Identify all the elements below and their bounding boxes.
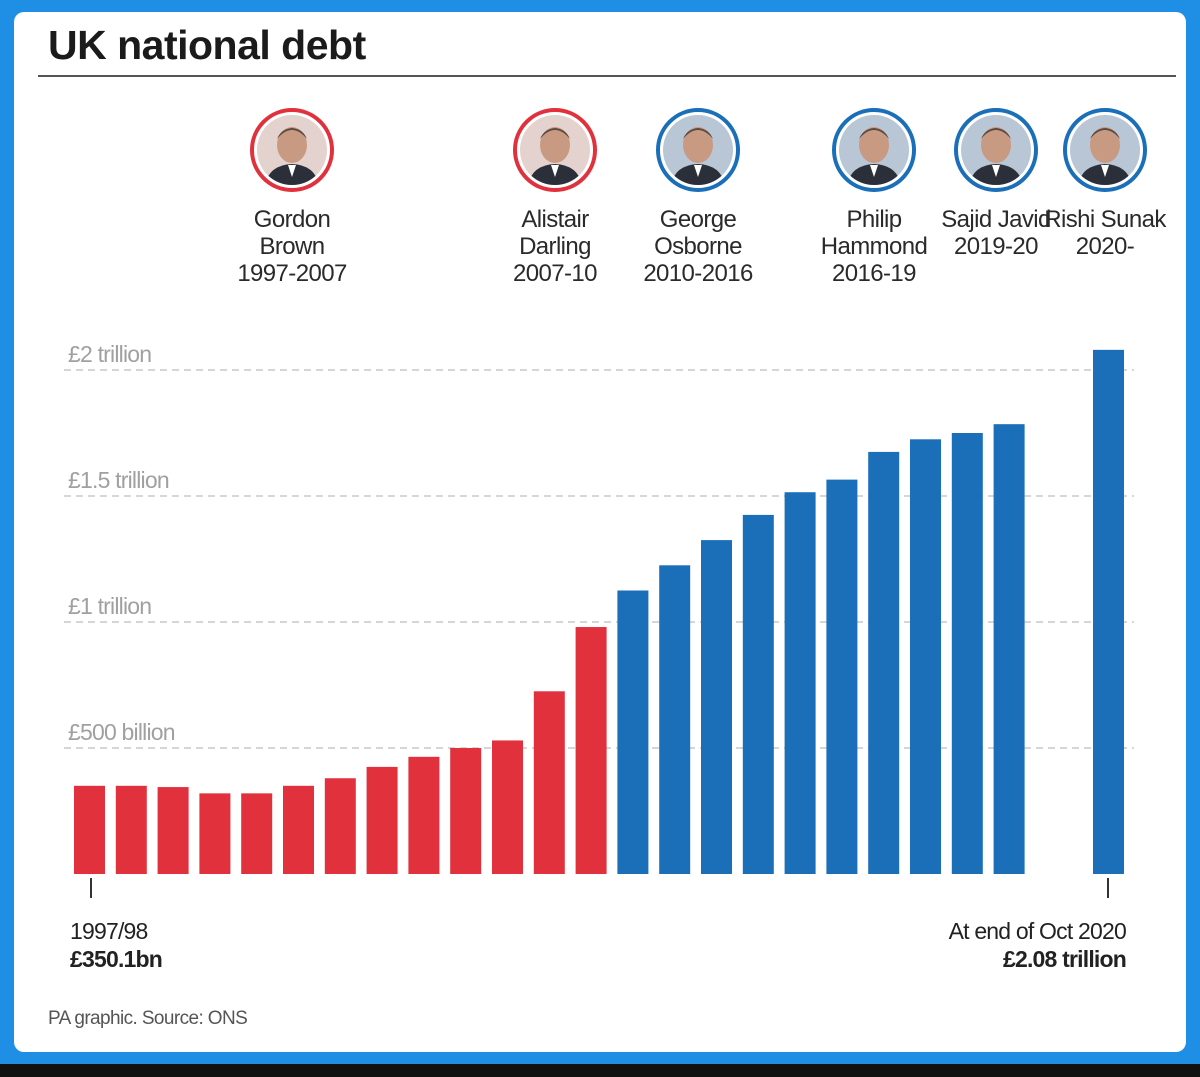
bar-2013-14 — [742, 514, 774, 874]
chancellor-term: 2020- — [1075, 233, 1135, 260]
chancellor-3: George Osborne 2010-2016 — [628, 108, 768, 287]
chancellor-1: Gordon Brown 1997-2007 — [222, 108, 362, 287]
chancellor-name: Alistair Darling — [519, 206, 591, 260]
bar-2000-01 — [199, 793, 231, 874]
chancellor-name: Rishi Sunak — [1044, 206, 1166, 233]
bar-2006-07 — [450, 748, 482, 874]
bar-2008-09 — [533, 691, 565, 874]
y-tick-label: £1.5 trillion — [68, 467, 169, 493]
rishi-sunak-portrait-icon — [1063, 108, 1147, 192]
chancellor-term: 2007-10 — [513, 260, 597, 287]
sajid-javid-portrait-icon — [954, 108, 1038, 192]
bar-2011-12 — [659, 565, 691, 874]
chart-title: UK national debt — [48, 22, 366, 68]
bar-2007-08 — [492, 740, 523, 874]
start-value: £350.1bn — [70, 946, 163, 972]
chancellor-term: 2016-19 — [832, 260, 916, 287]
philip-hammond-portrait-icon — [832, 108, 916, 192]
gordon-brown-portrait-icon — [250, 108, 334, 192]
bar-2003-04 — [324, 778, 356, 874]
y-tick-label: £1 trillion — [68, 593, 151, 619]
chancellor-4: Philip Hammond 2016-19 — [804, 108, 944, 287]
start-annotation: 1997/98 £350.1bn — [70, 917, 163, 973]
bar-2010-11 — [617, 590, 649, 874]
bar-2017-18 — [910, 439, 941, 874]
bar-2005-06 — [408, 756, 440, 874]
bar-2019-20 — [993, 424, 1025, 874]
bar-Oct-2020 — [1093, 349, 1124, 875]
bar-2014-15 — [784, 492, 816, 874]
chancellor-term: 2010-2016 — [643, 260, 753, 287]
bar-1999-00 — [157, 787, 189, 874]
chancellor-2: Alistair Darling 2007-10 — [485, 108, 625, 287]
bar-2009-10 — [575, 627, 607, 874]
debt-bar-chart: £500 billion £1 trillion £1.5 trillion £2 t… — [64, 341, 1134, 898]
end-value: £2.08 trillion — [1002, 946, 1127, 972]
bar-2004-05 — [366, 766, 398, 874]
chancellor-term: 2019-20 — [954, 233, 1038, 260]
george-osborne-portrait-icon — [656, 108, 740, 192]
y-tick-label: £500 billion — [68, 719, 175, 745]
bar-2015-16 — [826, 479, 858, 874]
chancellor-6: Rishi Sunak 2020- — [1035, 108, 1175, 260]
chancellor-5: Sajid Javid 2019-20 — [926, 108, 1066, 260]
bar-2016-17 — [868, 451, 900, 874]
y-tick-label: £2 trillion — [68, 341, 151, 367]
chancellor-name: Sajid Javid — [941, 206, 1051, 233]
title-divider — [38, 75, 1176, 77]
bottom-bar — [0, 1064, 1200, 1077]
alistair-darling-portrait-icon — [513, 108, 597, 192]
end-annotation: At end of Oct 2020 £2.08 trillion — [948, 917, 1127, 973]
chancellor-term: 1997-2007 — [237, 260, 347, 287]
bar-1998-99 — [115, 785, 147, 874]
bar-2002-03 — [283, 785, 314, 874]
chancellor-name: Philip Hammond — [820, 206, 928, 260]
infographic-card: UK national debt Gordon Brown 1997-2007 Al… — [14, 12, 1186, 1052]
source-credit: PA graphic. Source: ONS — [48, 1008, 248, 1029]
end-period: At end of Oct 2020 — [948, 918, 1127, 944]
bar-2018-19 — [951, 433, 983, 874]
bar-2012-13 — [701, 540, 732, 874]
start-period: 1997/98 — [70, 918, 148, 944]
chancellor-name: Gordon Brown — [253, 206, 331, 260]
chancellor-name: George Osborne — [654, 206, 742, 260]
bar-2001-02 — [241, 793, 273, 874]
bar-1997-98 — [74, 785, 105, 874]
